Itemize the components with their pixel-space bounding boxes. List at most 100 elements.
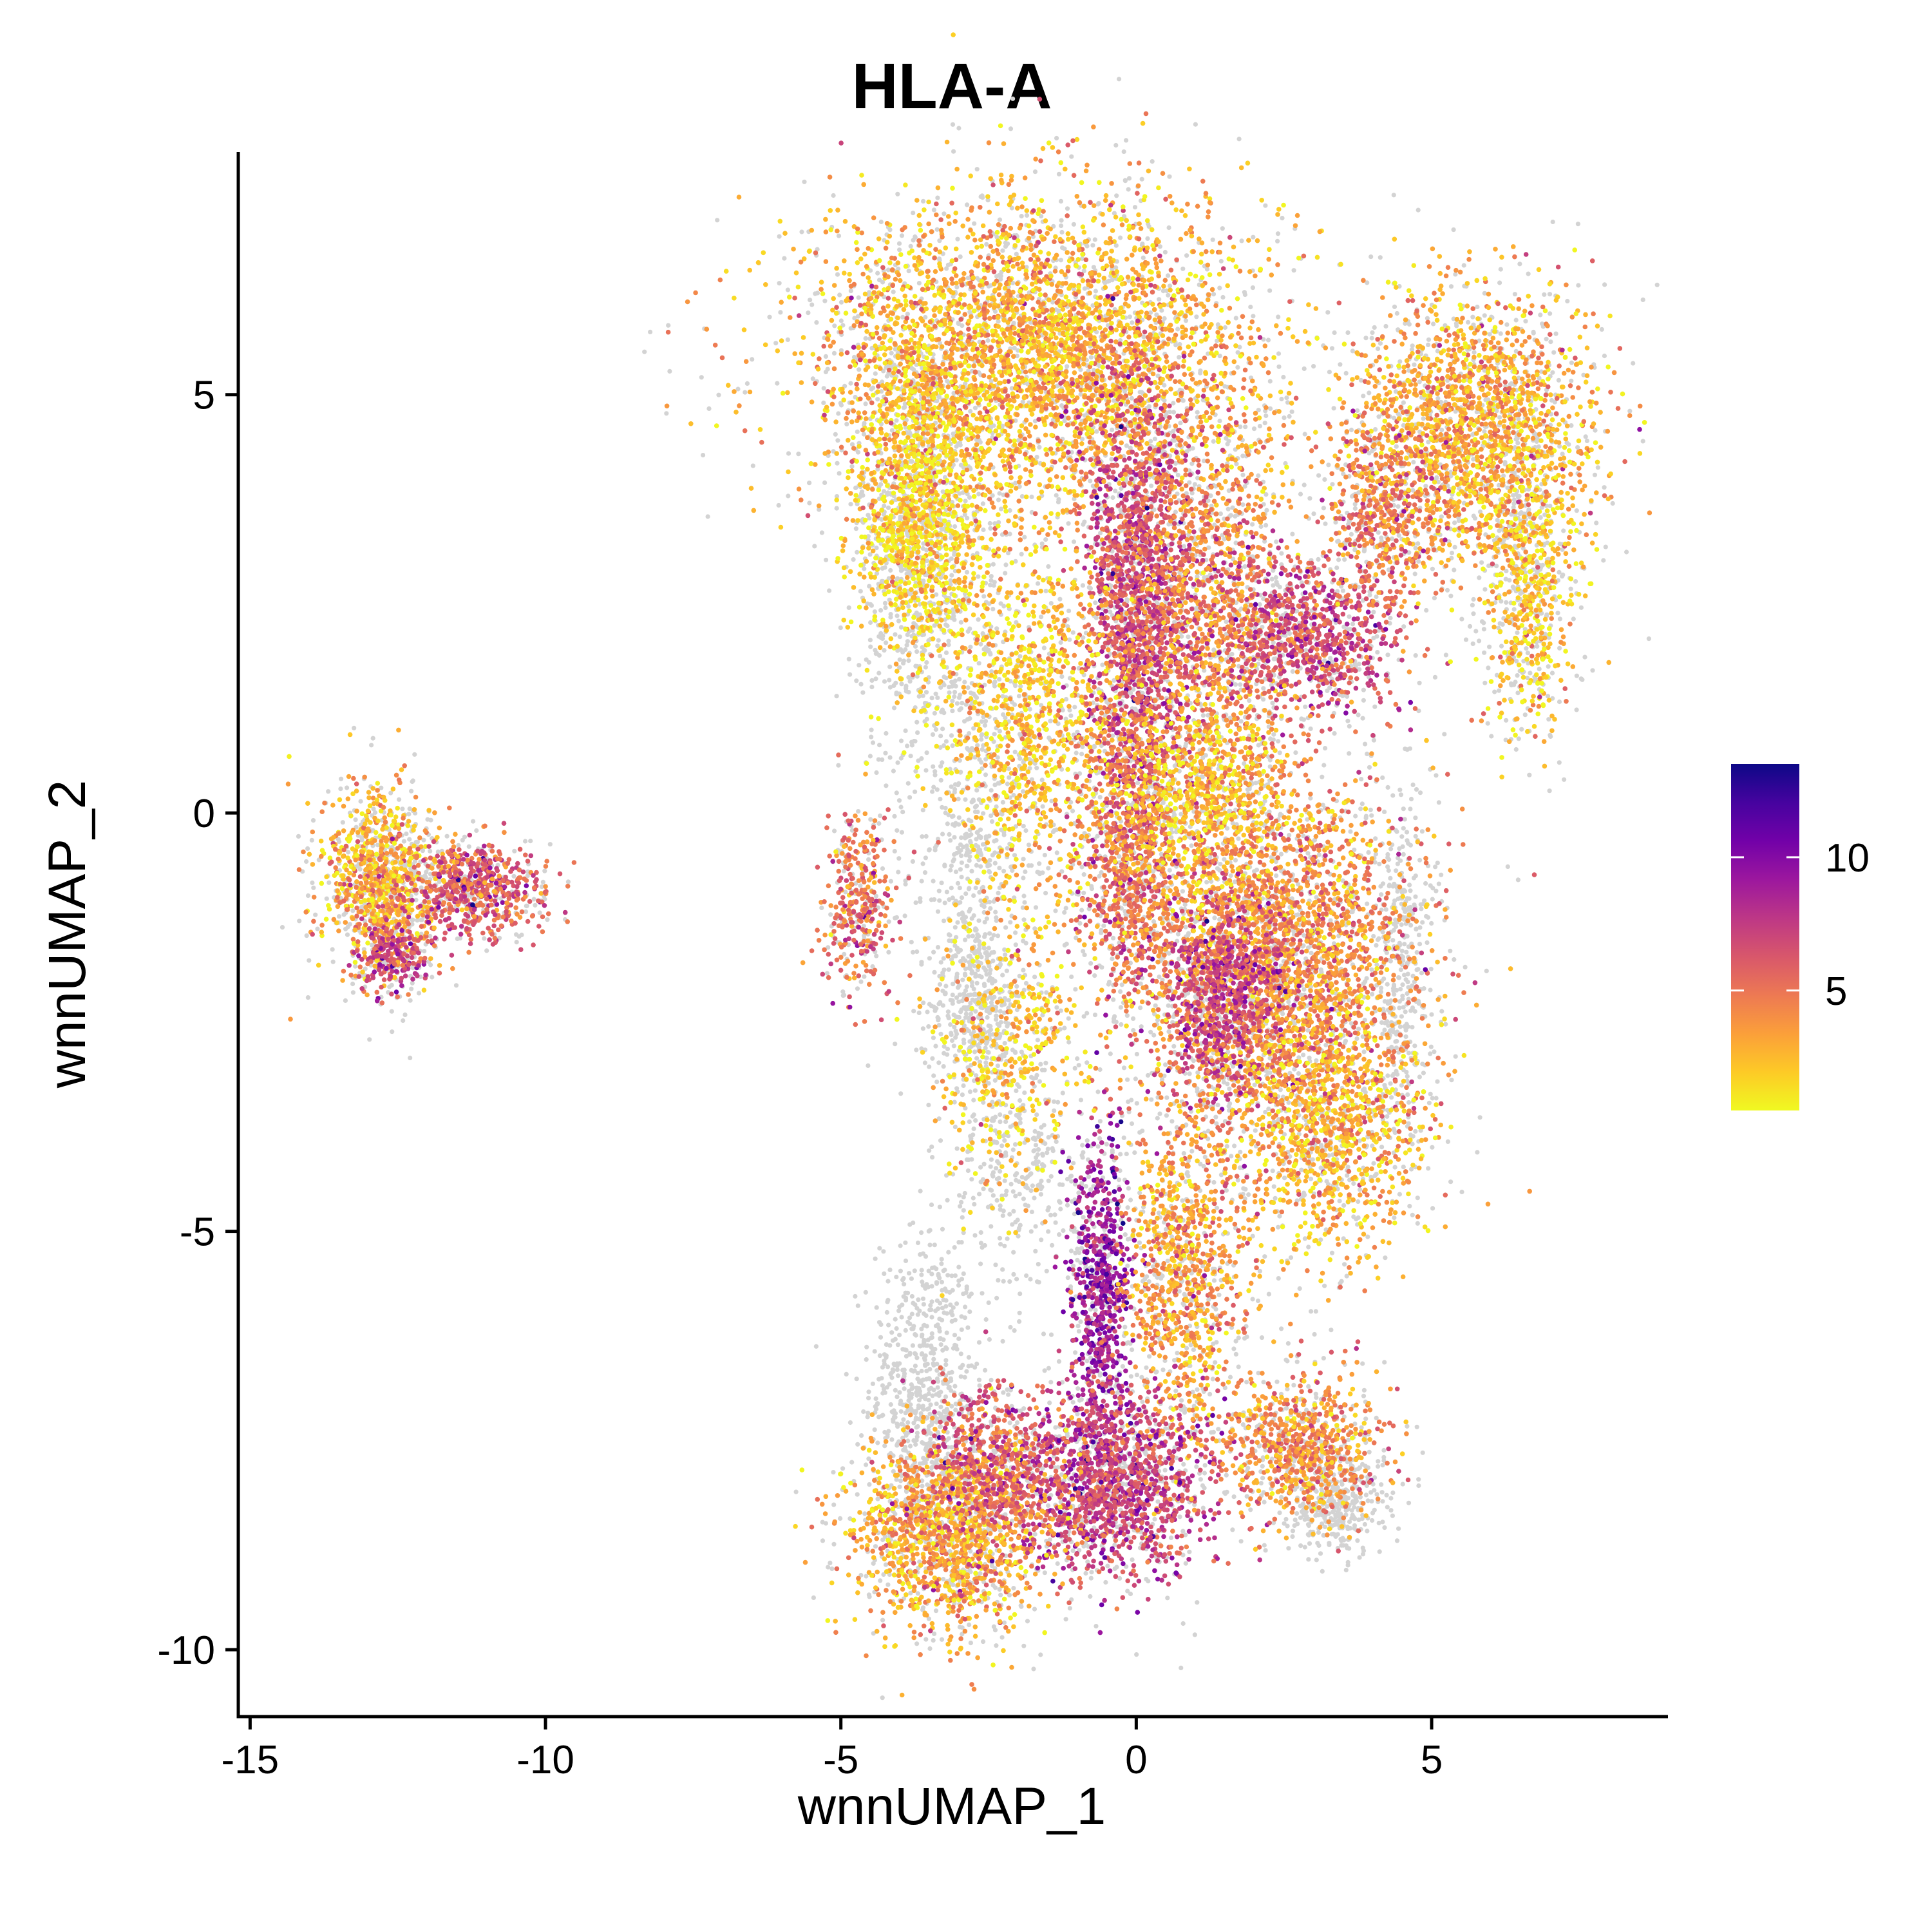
cell-point-zero: [956, 126, 961, 131]
cell-point-zero: [941, 1297, 946, 1302]
cell-point-zero: [965, 276, 971, 281]
cell-point-zero: [389, 982, 394, 987]
cell-point-zero: [370, 736, 375, 741]
cell-point-zero: [927, 847, 932, 852]
cell-point-zero: [1262, 1500, 1267, 1505]
cell-point-zero: [911, 211, 916, 216]
cell-point-zero: [1402, 942, 1407, 947]
cell-point-zero: [836, 233, 842, 238]
cell-point-zero: [974, 695, 980, 700]
cell-point-zero: [995, 1063, 1000, 1069]
cell-point-zero: [994, 1197, 999, 1203]
cell-point-zero: [954, 974, 960, 979]
cell-point-zero: [1003, 562, 1009, 567]
cell-point-zero: [987, 899, 992, 904]
cell-point-zero: [877, 1246, 882, 1251]
cell-point-zero: [976, 834, 981, 839]
cell-point-zero: [952, 694, 957, 700]
cell-point-zero: [964, 569, 970, 575]
cell-point-zero: [933, 769, 938, 774]
cell-point-zero: [891, 1408, 896, 1413]
cell-point-zero: [855, 1303, 860, 1308]
cell-point-zero: [998, 273, 1003, 279]
cell-point-zero: [963, 1290, 969, 1295]
cell-point-zero: [962, 1315, 967, 1320]
cell-point-zero: [1017, 1319, 1022, 1324]
cell-point-zero: [884, 1342, 889, 1347]
cell-point-zero: [957, 1193, 962, 1198]
cell-point-zero: [938, 777, 943, 783]
cell-point-zero: [1314, 1512, 1319, 1518]
cell-point-zero: [996, 497, 1001, 502]
cell-point-zero: [1157, 297, 1162, 302]
cell-point-zero: [889, 1437, 895, 1442]
cell-point-zero: [988, 526, 993, 531]
cell-point-zero: [943, 1286, 948, 1291]
cell-point-zero: [972, 805, 978, 810]
cell-point-zero: [367, 1037, 372, 1042]
cell-point-zero: [992, 732, 997, 737]
cell-point-zero: [1033, 1224, 1038, 1229]
cell-point-zero: [981, 982, 987, 987]
cell-point-zero: [870, 1381, 875, 1386]
cell-point-zero: [949, 886, 954, 891]
cell-point-zero: [905, 781, 911, 786]
cell-point-zero: [1275, 231, 1281, 236]
cell-point-zero: [1017, 1226, 1022, 1231]
cell-point-zero: [974, 980, 980, 986]
cell-point-zero: [388, 790, 393, 796]
cell-point-zero: [947, 1384, 952, 1389]
cell-point-zero: [934, 227, 940, 232]
cell-point-zero: [957, 707, 962, 712]
cell-point-zero: [966, 954, 971, 959]
cell-point-zero: [973, 1118, 978, 1123]
cell-point-zero: [408, 1055, 413, 1060]
cell-point-zero: [976, 918, 981, 923]
cell-point-zero: [1211, 439, 1216, 444]
cell-point-zero: [389, 1009, 394, 1014]
cell-point-zero: [810, 302, 815, 307]
cell-point-zero: [1327, 1542, 1332, 1547]
cell-point-zero: [942, 919, 947, 924]
cell-point-zero: [901, 1276, 906, 1281]
cell-point-zero: [1058, 198, 1064, 204]
cell-point-zero: [963, 1304, 968, 1310]
cell-point-zero: [853, 1293, 858, 1299]
cell-point-zero: [542, 868, 547, 873]
cell-point-zero: [1038, 1192, 1043, 1197]
cell-point-zero: [961, 1083, 966, 1089]
cell-point-zero: [883, 605, 888, 611]
cell-point-zero: [1139, 176, 1144, 182]
cell-point-zero: [1286, 1546, 1291, 1551]
cell-point-zero: [1050, 1243, 1055, 1248]
cell-point-zero: [1065, 364, 1070, 369]
cell-point-zero: [946, 1250, 951, 1255]
cell-point-zero: [980, 1291, 985, 1296]
cell-point-zero: [960, 1215, 965, 1220]
cell-point-zero: [882, 1361, 887, 1367]
cell-point-zero: [907, 795, 913, 800]
cell-point-zero: [1215, 338, 1220, 343]
cell-point-zero: [1408, 796, 1414, 802]
cell-point-zero: [939, 1257, 944, 1262]
cell-point-zero: [913, 1411, 918, 1416]
cell-point-zero: [913, 789, 918, 794]
cell-point-zero: [1014, 1088, 1019, 1094]
cell-point-zero: [330, 947, 335, 952]
cell-point-zero: [902, 1371, 907, 1377]
cell-point-zero: [1287, 414, 1292, 419]
cell-point-zero: [1075, 1056, 1080, 1062]
cell-point-zero: [854, 1377, 859, 1382]
cell-point-zero: [1076, 1063, 1081, 1068]
cell-point-zero: [1175, 327, 1180, 332]
cell-point-zero: [921, 1000, 926, 1005]
cell-point-zero: [1013, 1194, 1018, 1199]
cell-point-zero: [885, 1299, 890, 1304]
cell-point-zero: [920, 693, 925, 698]
cell-point-zero: [981, 1186, 986, 1192]
cell-point-zero: [937, 1275, 942, 1281]
cell-point-zero: [951, 1305, 956, 1310]
cell-point-zero: [965, 850, 970, 855]
cell-point-zero: [304, 933, 309, 938]
cell-point-zero: [954, 1346, 959, 1351]
